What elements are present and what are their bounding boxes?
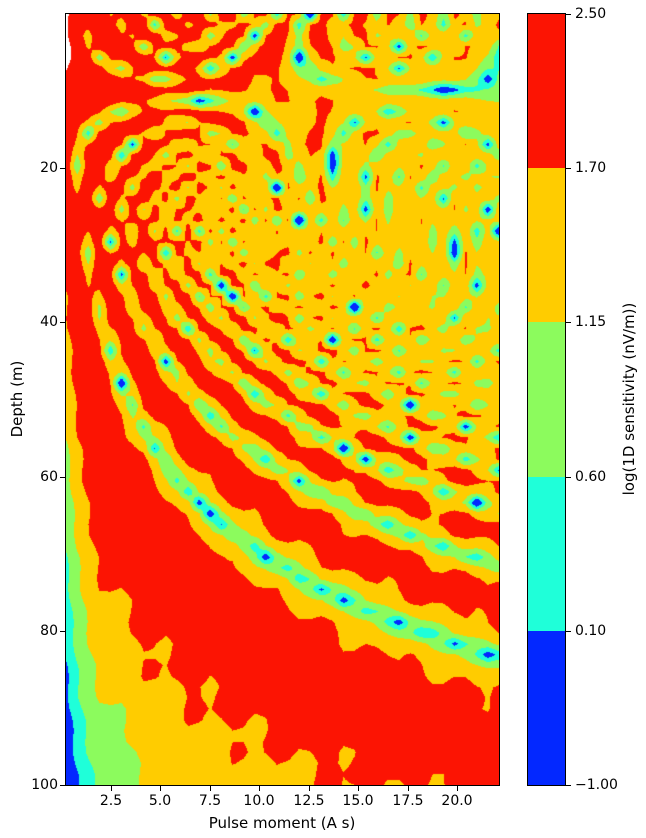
colorbar-label: log(1D sensitivity (nV/m))	[620, 302, 638, 496]
colorbar-tick-label: −1.00	[575, 777, 618, 793]
colorbar-segment-4	[528, 168, 565, 323]
y-tick-label: 20	[40, 160, 58, 176]
x-tick-mark	[309, 786, 310, 791]
x-tick-label: 20.0	[441, 793, 473, 809]
y-tick-label: 80	[40, 623, 58, 639]
y-tick-mark	[60, 631, 65, 632]
colorbar-segment-5	[528, 14, 565, 169]
colorbar-tick-label: 2.50	[575, 6, 607, 22]
x-tick-mark	[160, 786, 161, 791]
colorbar-segment-2	[528, 476, 565, 631]
y-tick-mark	[60, 477, 65, 478]
x-tick-label: 17.5	[392, 793, 424, 809]
x-axis-label: Pulse moment (A s)	[208, 814, 356, 832]
y-axis-label: Depth (m)	[8, 360, 26, 438]
x-tick-label: 5.0	[148, 793, 172, 809]
y-tick-mark	[60, 785, 65, 786]
y-tick-mark	[60, 322, 65, 323]
colorbar-tick-label: 1.70	[575, 160, 607, 176]
y-tick-label: 60	[40, 469, 58, 485]
colorbar-tick-mark	[566, 631, 571, 632]
x-tick-mark	[210, 786, 211, 791]
x-tick-mark	[111, 786, 112, 791]
colorbar-tick-mark	[566, 322, 571, 323]
x-tick-mark	[358, 786, 359, 791]
contour-plot-canvas	[66, 14, 499, 785]
y-tick-mark	[60, 168, 65, 169]
x-tick-label: 12.5	[293, 793, 325, 809]
y-tick-label: 40	[40, 314, 58, 330]
colorbar	[527, 13, 566, 786]
x-tick-mark	[259, 786, 260, 791]
x-tick-label: 7.5	[198, 793, 222, 809]
colorbar-tick-mark	[566, 477, 571, 478]
x-tick-mark	[408, 786, 409, 791]
colorbar-segment-1	[528, 630, 565, 786]
plot-frame	[65, 13, 500, 786]
colorbar-tick-label: 0.60	[575, 469, 607, 485]
y-tick-label: 100	[31, 777, 58, 793]
colorbar-tick-mark	[566, 14, 571, 15]
colorbar-tick-mark	[566, 785, 571, 786]
x-tick-mark	[457, 786, 458, 791]
x-tick-label: 10.0	[243, 793, 275, 809]
colorbar-segment-3	[528, 322, 565, 477]
colorbar-tick-label: 0.10	[575, 623, 607, 639]
colorbar-tick-mark	[566, 168, 571, 169]
x-tick-label: 2.5	[99, 793, 123, 809]
x-tick-label: 15.0	[342, 793, 374, 809]
colorbar-tick-label: 1.15	[575, 314, 607, 330]
